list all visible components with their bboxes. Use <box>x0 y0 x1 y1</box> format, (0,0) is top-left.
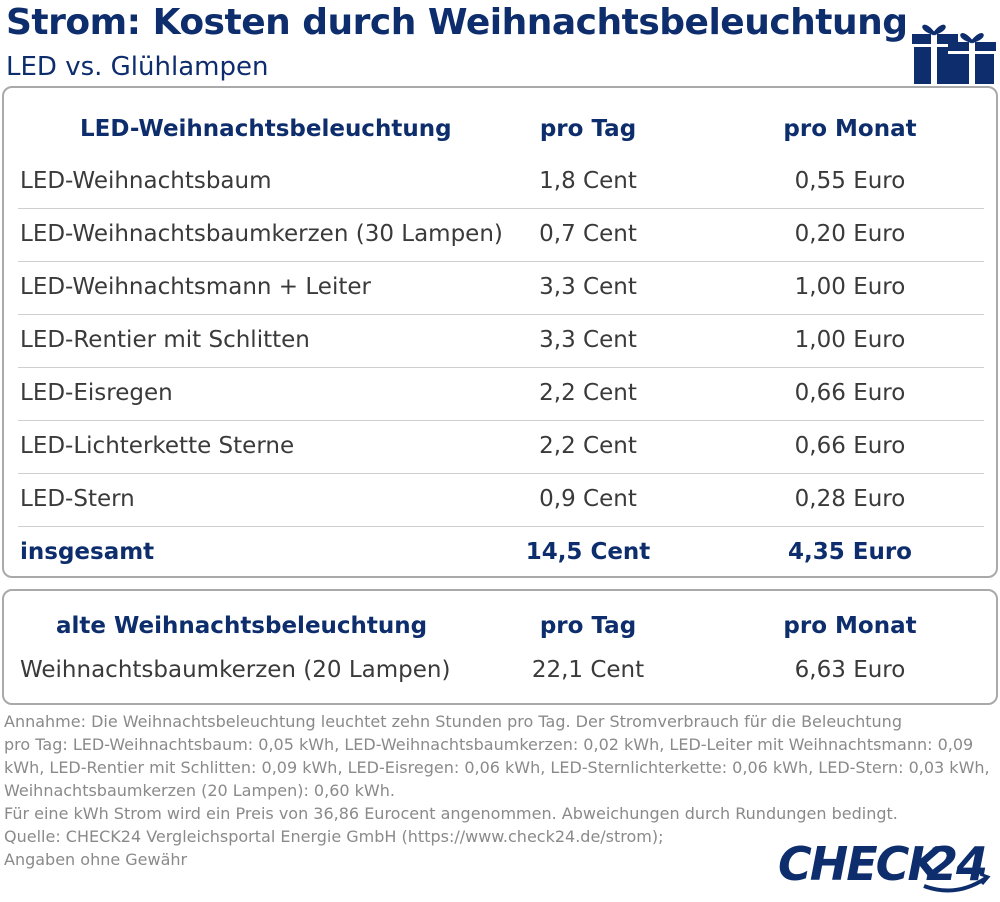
led-table: LED-Weihnachtsbeleuchtung pro Tag pro Mo… <box>2 86 998 578</box>
table-row: LED-Rentier mit Schlitten 3,3 Cent 1,00 … <box>18 315 984 368</box>
row-label: LED-Weihnachtsmann + Leiter <box>20 274 371 300</box>
gift-icon <box>912 24 996 84</box>
old-table-header: alte Weihnachtsbeleuchtung pro Tag pro M… <box>18 601 984 653</box>
led-col-header-day: pro Tag <box>539 116 637 142</box>
table-row: LED-Weihnachtsmann + Leiter 3,3 Cent 1,0… <box>18 262 984 315</box>
row-month-cost: 1,00 Euro <box>794 327 906 353</box>
row-month-cost: 0,55 Euro <box>794 168 906 194</box>
total-label: insgesamt <box>20 539 155 565</box>
table-row: LED-Stern 0,9 Cent 0,28 Euro <box>18 474 984 527</box>
row-label: LED-Eisregen <box>20 380 173 406</box>
footnote-line: kWh, LED-Rentier mit Schlitten: 0,09 kWh… <box>4 758 990 777</box>
row-label: LED-Weihnachtsbaum <box>20 168 272 194</box>
footnote-line: Weihnachtsbaumkerzen (20 Lampen): 0,60 k… <box>4 781 395 800</box>
row-day-cost: 22,1 Cent <box>531 657 645 683</box>
row-label: LED-Rentier mit Schlitten <box>20 327 310 353</box>
row-label: LED-Weihnachtsbaumkerzen (30 Lampen) <box>20 221 503 247</box>
led-col-header-name: LED-Weihnachtsbeleuchtung <box>80 116 452 142</box>
row-month-cost: 0,66 Euro <box>794 433 906 459</box>
row-month-cost: 0,66 Euro <box>794 380 906 406</box>
check24-logo: CHECK 24 <box>778 837 991 893</box>
row-label: Weihnachtsbaumkerzen (20 Lampen) <box>20 657 451 683</box>
logo-text-check: CHECK <box>778 837 946 891</box>
row-day-cost: 0,9 Cent <box>539 486 637 512</box>
footnote-line: Annahme: Die Weihnachtsbeleuchtung leuch… <box>4 712 902 731</box>
old-col-header-name: alte Weihnachtsbeleuchtung <box>56 613 428 639</box>
row-label: LED-Stern <box>20 486 135 512</box>
old-col-header-day: pro Tag <box>539 613 637 639</box>
page-title: Strom: Kosten durch Weihnachtsbeleuchtun… <box>6 2 908 43</box>
row-day-cost: 0,7 Cent <box>539 221 637 247</box>
row-month-cost: 6,63 Euro <box>794 657 906 683</box>
row-day-cost: 3,3 Cent <box>539 274 637 300</box>
table-row: LED-Lichterkette Sterne 2,2 Cent 0,66 Eu… <box>18 421 984 474</box>
table-row: LED-Weihnachtsbaum 1,8 Cent 0,55 Euro <box>18 156 984 209</box>
total-row: insgesamt 14,5 Cent 4,35 Euro <box>18 527 984 579</box>
row-month-cost: 0,28 Euro <box>794 486 906 512</box>
table-row: Weihnachtsbaumkerzen (20 Lampen) 22,1 Ce… <box>18 645 984 697</box>
total-month-cost: 4,35 Euro <box>788 539 912 565</box>
row-day-cost: 1,8 Cent <box>539 168 637 194</box>
row-day-cost: 3,3 Cent <box>539 327 637 353</box>
led-table-header: LED-Weihnachtsbeleuchtung pro Tag pro Mo… <box>18 104 984 156</box>
footnote-line: Quelle: CHECK24 Vergleichsportal Energie… <box>4 827 664 846</box>
footnote-line: Angaben ohne Gewähr <box>4 850 188 869</box>
footnote: Annahme: Die Weihnachtsbeleuchtung leuch… <box>4 710 996 871</box>
old-col-header-month: pro Monat <box>783 613 917 639</box>
row-label: LED-Lichterkette Sterne <box>20 433 295 459</box>
row-month-cost: 1,00 Euro <box>794 274 906 300</box>
row-day-cost: 2,2 Cent <box>539 433 637 459</box>
row-day-cost: 2,2 Cent <box>539 380 637 406</box>
old-table: alte Weihnachtsbeleuchtung pro Tag pro M… <box>2 589 998 705</box>
table-row: LED-Eisregen 2,2 Cent 0,66 Euro <box>18 368 984 421</box>
row-month-cost: 0,20 Euro <box>794 221 906 247</box>
led-col-header-month: pro Monat <box>783 116 917 142</box>
page-subtitle: LED vs. Glühlampen <box>6 52 269 82</box>
footnote-line: pro Tag: LED-Weihnachtsbaum: 0,05 kWh, L… <box>4 735 974 754</box>
footnote-line: Für eine kWh Strom wird ein Preis von 36… <box>4 804 898 823</box>
table-row: LED-Weihnachtsbaumkerzen (30 Lampen) 0,7… <box>18 209 984 262</box>
total-day-cost: 14,5 Cent <box>525 539 651 565</box>
